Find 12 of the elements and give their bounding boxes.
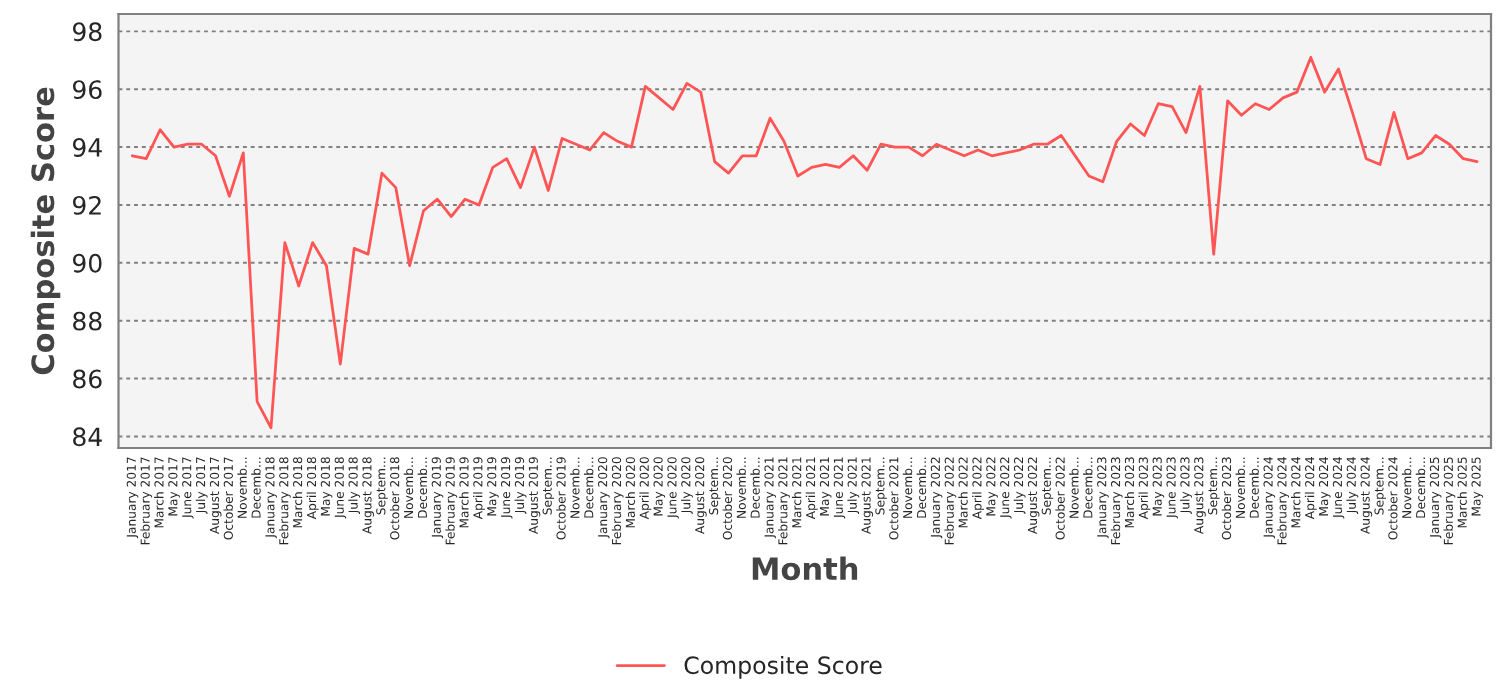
y-tick-label: 92 bbox=[72, 195, 101, 215]
y-tick-label: 88 bbox=[73, 311, 102, 331]
legend-label: Composite Score bbox=[684, 655, 882, 679]
y-tick-label: 84 bbox=[73, 427, 102, 447]
y-tick-label: 86 bbox=[73, 369, 102, 389]
y-tick-label: 94 bbox=[72, 138, 102, 157]
y-tick-label: 96 bbox=[72, 80, 102, 100]
y-axis-title: Composite Score bbox=[30, 87, 61, 375]
y-tick-label: 98 bbox=[72, 22, 102, 42]
y-tick-label: 90 bbox=[72, 253, 102, 273]
line-series bbox=[130, 56, 1479, 430]
x-axis-title: Month bbox=[752, 556, 858, 581]
